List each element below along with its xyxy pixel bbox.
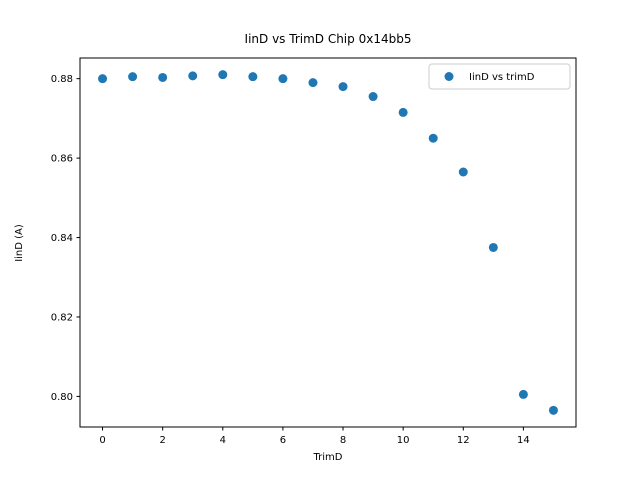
axes-spines [79, 57, 577, 428]
x-tick-label: 4 [220, 435, 226, 446]
scatter-point [98, 74, 108, 84]
y-tick-label: 0.84 [51, 233, 73, 244]
x-tick-label: 8 [340, 435, 346, 446]
legend-box [428, 63, 571, 90]
scatter-point [398, 107, 408, 117]
legend: IinD vs trimD [428, 63, 571, 90]
x-tick-label: 10 [397, 435, 410, 446]
scatter-point [338, 82, 348, 92]
scatter-point [248, 72, 258, 82]
data-points [98, 70, 558, 415]
x-tick-label: 12 [457, 435, 470, 446]
scatter-point [458, 167, 468, 177]
scatter-point [278, 74, 288, 84]
x-axis-label: TrimD [313, 452, 343, 463]
scatter-point [128, 72, 138, 82]
x-tick-label: 0 [99, 435, 105, 446]
scatter-point [488, 242, 498, 252]
scatter-point [158, 72, 168, 82]
scatter-point [218, 70, 228, 80]
y-tick-label: 0.80 [51, 392, 73, 403]
scatter-point [188, 71, 198, 81]
scatter-point [368, 92, 378, 102]
x-tick-label: 2 [159, 435, 165, 446]
x-tick-label: 6 [280, 435, 286, 446]
scatter-point [308, 78, 318, 88]
y-tick-label: 0.82 [51, 312, 73, 323]
chart-title: IinD vs TrimD Chip 0x14bb5 [245, 32, 412, 46]
axis-ticks: 0 2 4 6 8 10 12 14 0.80 0.82 0.84 0.86 0.88 [51, 74, 530, 446]
legend-label: IinD vs trimD [469, 72, 535, 83]
y-tick-label: 0.86 [51, 154, 73, 165]
scatter-point [548, 405, 558, 415]
legend-marker-icon [444, 72, 454, 81]
y-tick-label: 0.88 [51, 74, 73, 85]
y-axis-label: IinD (A) [14, 224, 25, 262]
x-tick-label: 14 [517, 435, 530, 446]
plot-area [80, 58, 576, 427]
scatter-point [518, 389, 528, 399]
scatter-point [428, 133, 438, 143]
